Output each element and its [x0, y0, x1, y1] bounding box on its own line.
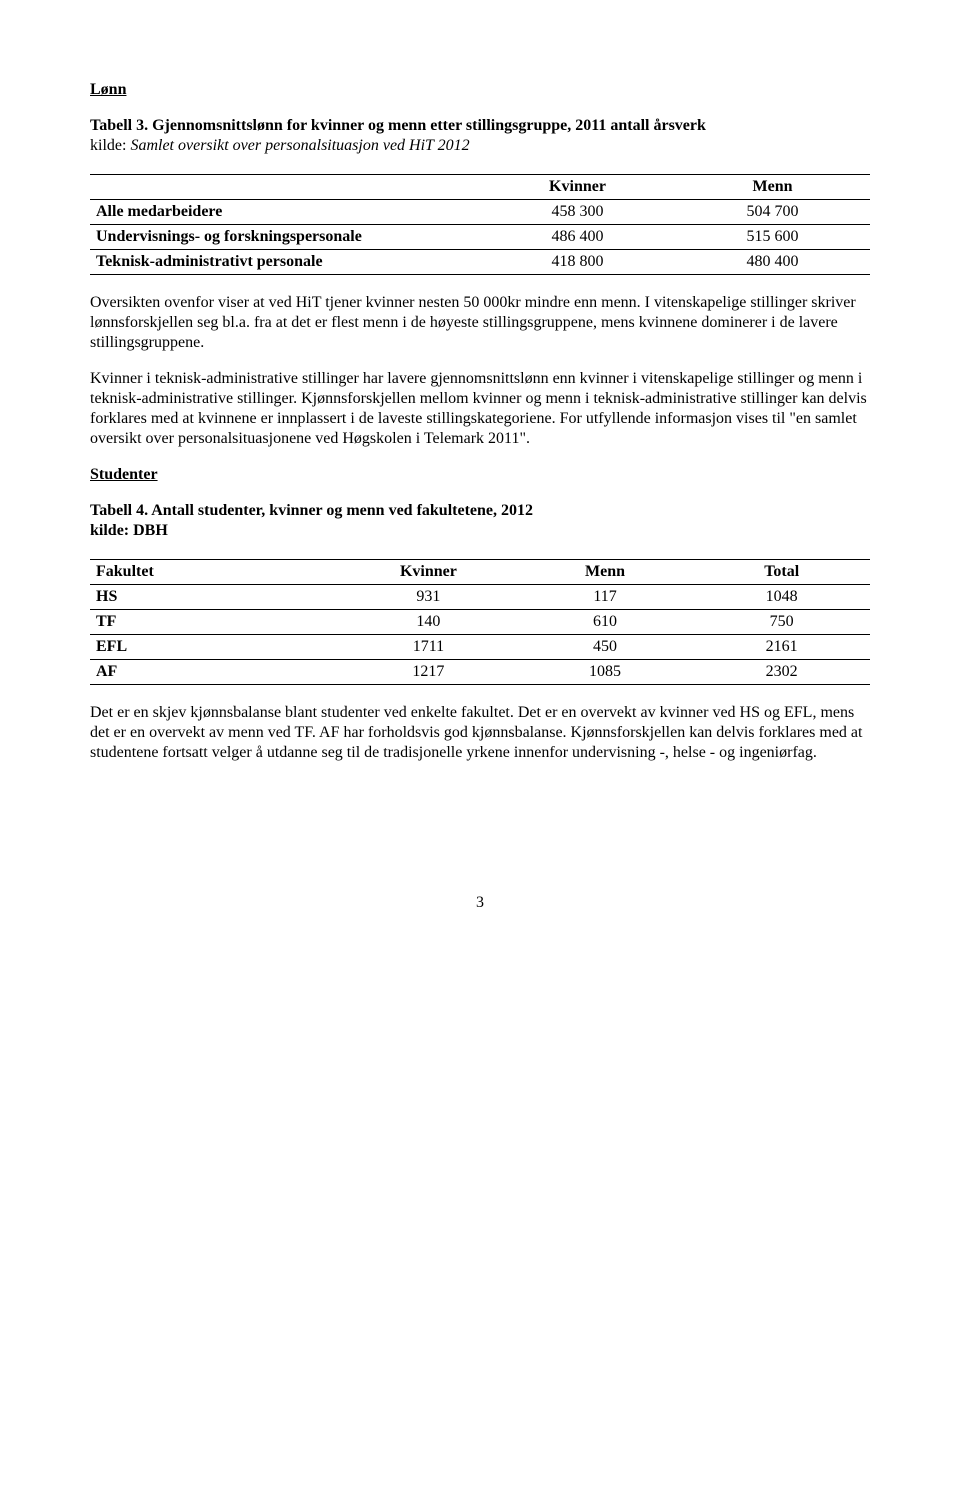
table4-rowlabel: HS: [90, 585, 340, 610]
table4-col-menn: Menn: [517, 560, 694, 585]
table3-col-kvinner: Kvinner: [480, 175, 675, 200]
table4-cell: 2302: [693, 660, 870, 685]
table3-rowlabel: Teknisk-administrativt personale: [90, 250, 480, 275]
table-row: HS 931 117 1048: [90, 585, 870, 610]
table4-cell: 931: [340, 585, 517, 610]
page-number: 3: [90, 893, 870, 913]
table3-cell: 480 400: [675, 250, 870, 275]
table4: Fakultet Kvinner Menn Total HS 931 117 1…: [90, 559, 870, 685]
table-row: AF 1217 1085 2302: [90, 660, 870, 685]
table4-col-kvinner: Kvinner: [340, 560, 517, 585]
table4-cell: 1085: [517, 660, 694, 685]
table3-rowlabel: Alle medarbeidere: [90, 200, 480, 225]
table4-caption: Tabell 4. Antall studenter, kvinner og m…: [90, 501, 870, 541]
paragraph-3: Det er en skjev kjønnsbalanse blant stud…: [90, 703, 870, 763]
table4-source: kilde: DBH: [90, 522, 168, 539]
table4-rowlabel: TF: [90, 610, 340, 635]
table3-rowlabel: Undervisnings- og forskningspersonale: [90, 225, 480, 250]
table3-cell: 486 400: [480, 225, 675, 250]
paragraph-1: Oversikten ovenfor viser at ved HiT tjen…: [90, 293, 870, 353]
table3: Kvinner Menn Alle medarbeidere 458 300 5…: [90, 174, 870, 275]
table-row: EFL 1711 450 2161: [90, 635, 870, 660]
table3-title: Tabell 3. Gjennomsnittslønn for kvinner …: [90, 117, 706, 134]
table3-cell: 418 800: [480, 250, 675, 275]
section-heading-lonn: Lønn: [90, 80, 870, 100]
table3-source: Samlet oversikt over personalsituasjon v…: [130, 137, 469, 154]
section-heading-studenter: Studenter: [90, 465, 870, 485]
table3-col-menn: Menn: [675, 175, 870, 200]
table4-cell: 450: [517, 635, 694, 660]
table-row: Undervisnings- og forskningspersonale 48…: [90, 225, 870, 250]
table4-col-fakultet: Fakultet: [90, 560, 340, 585]
paragraph-2: Kvinner i teknisk-administrative stillin…: [90, 369, 870, 449]
table3-header-row: Kvinner Menn: [90, 175, 870, 200]
table4-rowlabel: EFL: [90, 635, 340, 660]
table4-cell: 610: [517, 610, 694, 635]
table4-cell: 117: [517, 585, 694, 610]
table-row: Alle medarbeidere 458 300 504 700: [90, 200, 870, 225]
table4-cell: 1711: [340, 635, 517, 660]
table3-col-blank: [90, 175, 480, 200]
table-row: TF 140 610 750: [90, 610, 870, 635]
table4-col-total: Total: [693, 560, 870, 585]
table4-header-row: Fakultet Kvinner Menn Total: [90, 560, 870, 585]
table4-cell: 750: [693, 610, 870, 635]
table3-caption: Tabell 3. Gjennomsnittslønn for kvinner …: [90, 116, 870, 156]
table4-cell: 140: [340, 610, 517, 635]
table4-cell: 1048: [693, 585, 870, 610]
table3-cell: 458 300: [480, 200, 675, 225]
table3-cell: 504 700: [675, 200, 870, 225]
table4-cell: 1217: [340, 660, 517, 685]
table3-source-prefix: kilde:: [90, 137, 130, 154]
table4-rowlabel: AF: [90, 660, 340, 685]
table-row: Teknisk-administrativt personale 418 800…: [90, 250, 870, 275]
table4-title: Tabell 4. Antall studenter, kvinner og m…: [90, 502, 533, 519]
table3-cell: 515 600: [675, 225, 870, 250]
table4-cell: 2161: [693, 635, 870, 660]
